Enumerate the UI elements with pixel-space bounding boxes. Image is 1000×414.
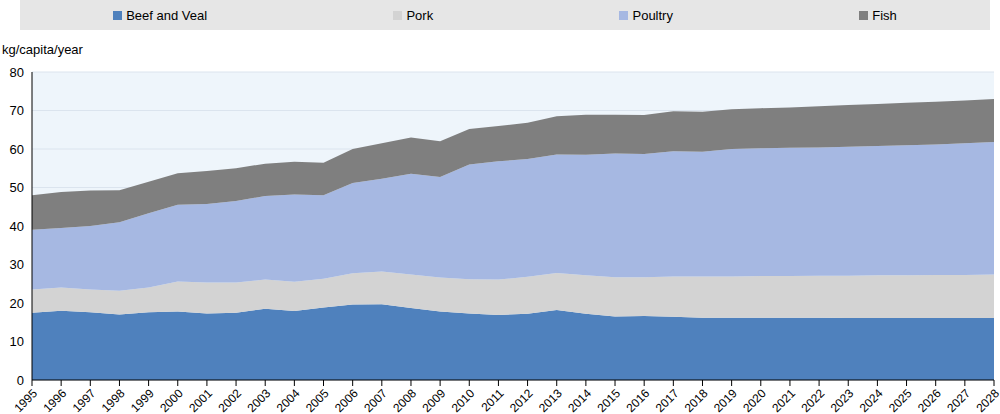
svg-text:2024: 2024 <box>857 386 886 414</box>
svg-text:10: 10 <box>10 334 24 349</box>
svg-text:1997: 1997 <box>70 386 99 414</box>
svg-text:1995: 1995 <box>11 386 40 414</box>
svg-text:2022: 2022 <box>798 386 827 414</box>
svg-text:30: 30 <box>10 257 24 272</box>
svg-text:1998: 1998 <box>99 386 128 414</box>
svg-text:2028: 2028 <box>973 386 992 414</box>
svg-text:2003: 2003 <box>245 386 274 414</box>
svg-text:2015: 2015 <box>594 386 623 414</box>
svg-text:60: 60 <box>10 142 24 157</box>
html-text:Poultry: Poultry <box>632 7 673 23</box>
svg-text:2025: 2025 <box>886 386 915 414</box>
svg-text:2019: 2019 <box>711 386 740 414</box>
svg-text:1996: 1996 <box>41 386 70 414</box>
svg-text:2010: 2010 <box>449 386 478 414</box>
svg-text:2007: 2007 <box>361 386 390 414</box>
svg-text:0: 0 <box>17 373 24 388</box>
svg-text:2014: 2014 <box>565 386 594 414</box>
html-text:kg/capita/year: kg/capita/year <box>2 42 83 57</box>
svg-text:2023: 2023 <box>828 386 857 414</box>
svg-text:2011: 2011 <box>478 386 506 414</box>
svg-text:40: 40 <box>10 219 24 234</box>
svg-text:2012: 2012 <box>507 386 536 414</box>
svg-text:2016: 2016 <box>624 386 653 414</box>
svg-text:2013: 2013 <box>536 386 565 414</box>
svg-text:2026: 2026 <box>915 386 944 414</box>
svg-text:2027: 2027 <box>944 386 973 414</box>
html-text:Fish: Fish <box>872 7 897 23</box>
svg-text:2000: 2000 <box>157 386 186 414</box>
svg-text:2008: 2008 <box>390 386 419 414</box>
svg-text:2021: 2021 <box>769 386 798 414</box>
svg-text:2017: 2017 <box>653 386 682 414</box>
svg-text:1999: 1999 <box>128 386 157 414</box>
svg-text:20: 20 <box>10 296 24 311</box>
svg-text:2002: 2002 <box>215 386 244 414</box>
svg-text:50: 50 <box>10 180 24 195</box>
html-text:Pork: Pork <box>406 7 434 23</box>
svg-text:2018: 2018 <box>682 386 711 414</box>
svg-text:2005: 2005 <box>303 386 332 414</box>
svg-text:2006: 2006 <box>332 386 361 414</box>
svg-text:80: 80 <box>10 65 24 80</box>
svg-text:70: 70 <box>10 103 24 118</box>
svg-text:2020: 2020 <box>740 386 769 414</box>
html-text:Beef and Veal: Beef and Veal <box>126 7 208 23</box>
svg-text:2009: 2009 <box>419 386 448 414</box>
svg-text:2004: 2004 <box>274 386 303 414</box>
svg-text:2001: 2001 <box>186 386 215 414</box>
